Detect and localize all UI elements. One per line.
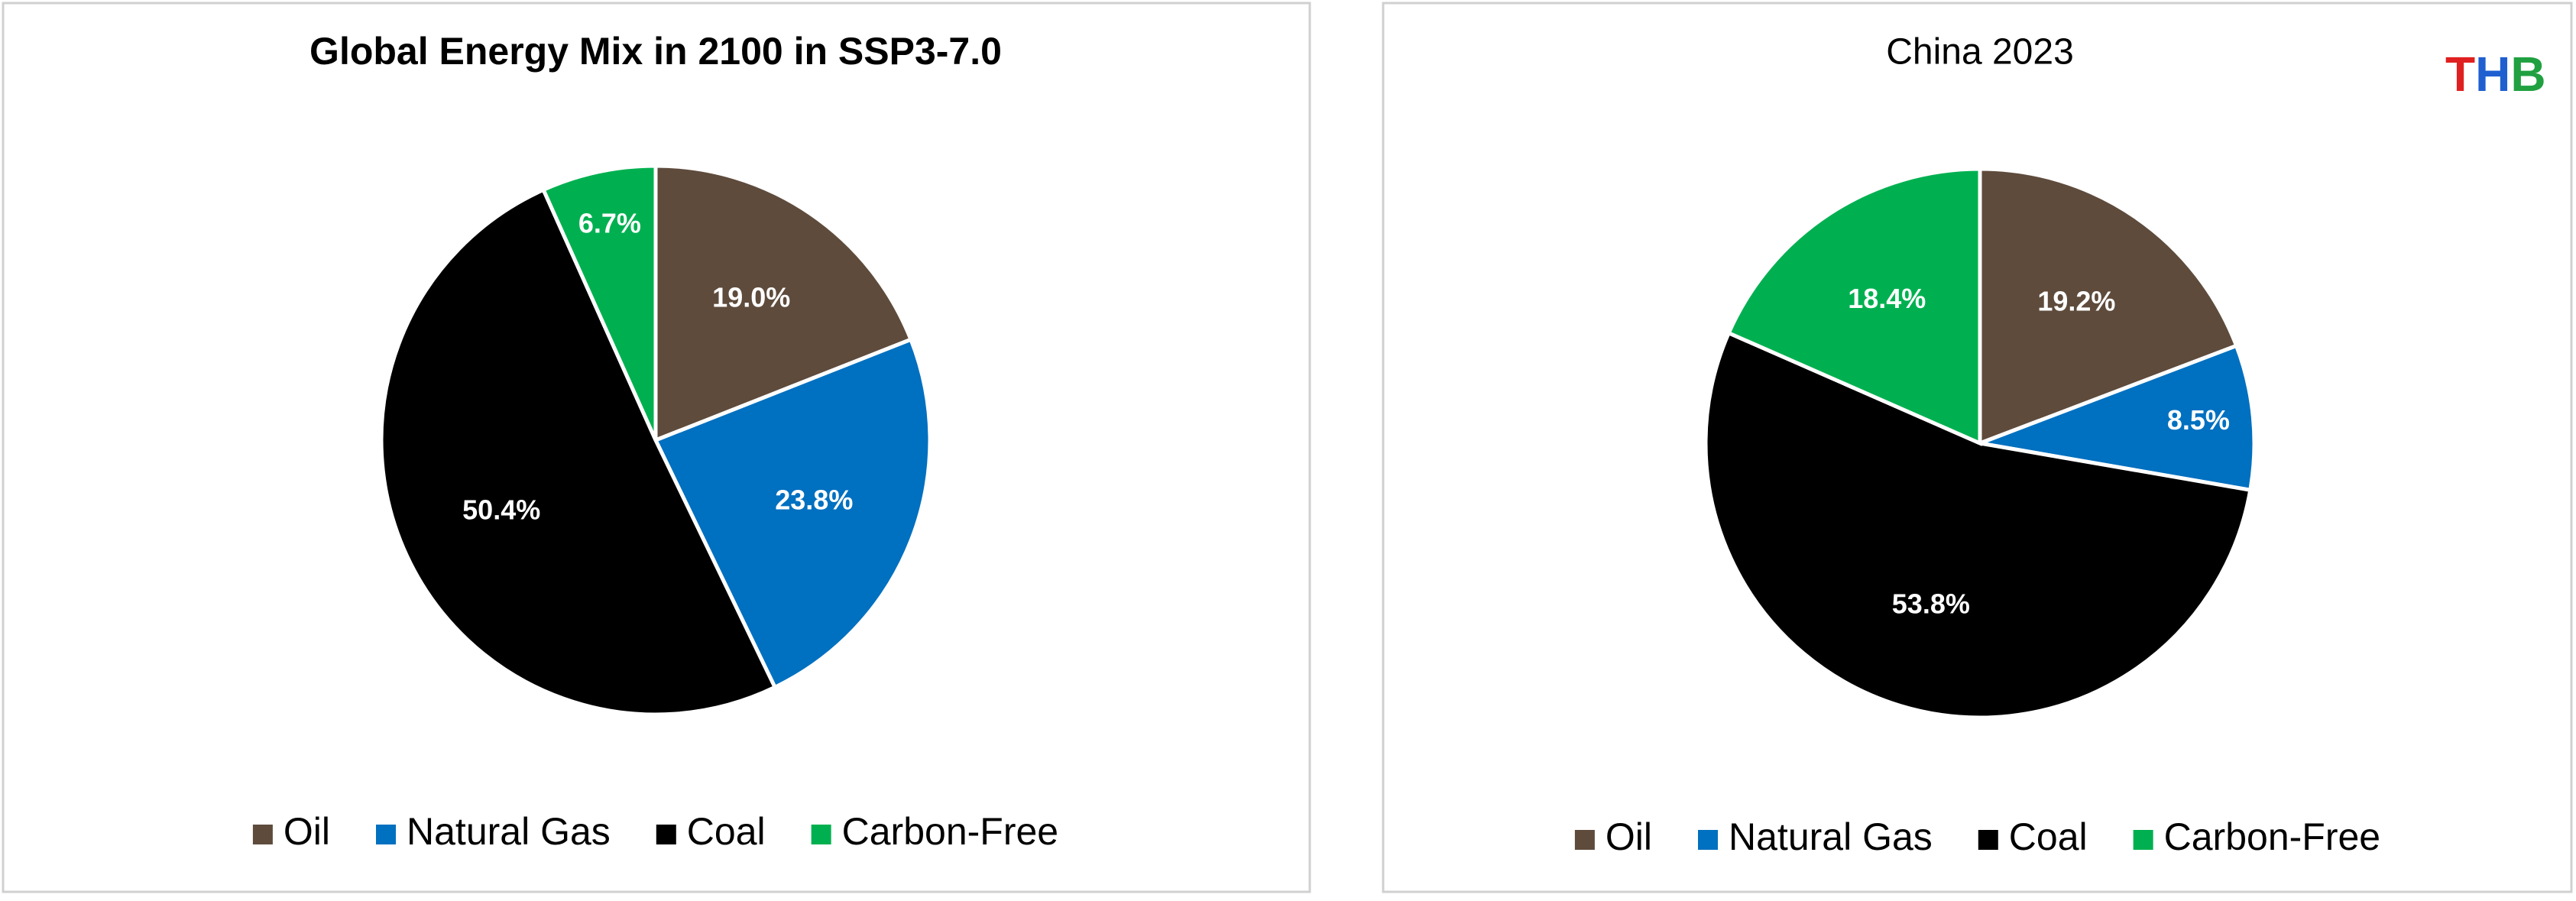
data-label: 19.2%	[2037, 285, 2115, 316]
legend-swatch	[811, 825, 831, 844]
logo-letter: T	[2445, 47, 2475, 102]
chart-title: China 2023	[1886, 32, 2074, 73]
legend-swatch	[1978, 830, 1998, 850]
logo-letter: H	[2475, 47, 2510, 102]
pie-slice	[653, 336, 932, 690]
logo: THB	[2445, 47, 2546, 102]
pie-slice	[1978, 167, 2239, 446]
data-label: 53.8%	[1892, 588, 1970, 620]
pie-slice	[1703, 330, 2253, 720]
legend-label: Coal	[2009, 815, 2088, 858]
data-label: 18.4%	[1848, 283, 1926, 314]
legend-label: Oil	[1606, 815, 1652, 858]
pie-slice	[1725, 167, 1982, 446]
data-label: 23.8%	[775, 485, 853, 516]
legend-swatch	[1574, 830, 1595, 850]
legend-swatch	[1698, 830, 1719, 850]
legend-label: Carbon-Free	[2164, 815, 2380, 858]
legend-label: Oil	[284, 810, 330, 853]
logo-letter: B	[2510, 47, 2545, 102]
chart-title: Global Energy Mix in 2100 in SSP3-7.0	[309, 30, 1002, 73]
data-label: 19.0%	[712, 281, 790, 313]
data-label: 6.7%	[578, 208, 641, 239]
legend-swatch	[376, 825, 397, 844]
legend-swatch	[252, 825, 273, 844]
data-label: 50.4%	[462, 494, 540, 525]
legend-label: Coal	[687, 810, 766, 853]
pie-slice	[653, 164, 914, 443]
legend-swatch	[2133, 830, 2153, 850]
legend-label: Natural Gas	[1729, 815, 1933, 858]
pie-slice	[379, 187, 778, 717]
legend-swatch	[656, 825, 676, 844]
legend-label: Carbon-Free	[842, 810, 1058, 853]
pie-slice	[540, 164, 658, 442]
data-label: 8.5%	[2167, 404, 2230, 436]
legend-label: Natural Gas	[407, 810, 611, 853]
